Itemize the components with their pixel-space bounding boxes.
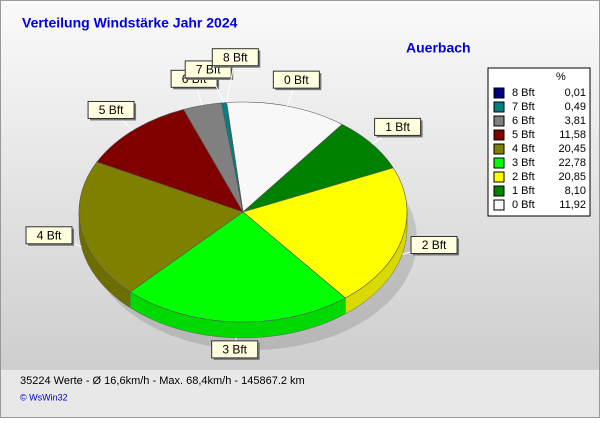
- legend-value: 3,81: [565, 115, 586, 127]
- label-box: [87, 100, 135, 119]
- legend-swatch: [493, 115, 505, 127]
- label-box: [410, 235, 458, 254]
- slice-label: 0 Bft: [284, 73, 309, 87]
- footer-text: 35224 Werte - Ø 16,6km/h - Max. 68,4km/h…: [20, 375, 305, 387]
- pie-slice: [78, 161, 244, 293]
- label-box: [374, 117, 422, 136]
- slice-label: 8 Bft: [223, 50, 248, 64]
- legend-swatch: [493, 87, 505, 99]
- legend-label: 7 Bft: [512, 101, 535, 113]
- legend-title: %: [556, 71, 566, 83]
- legend-label: 6 Bft: [512, 115, 535, 127]
- legend-swatch: [493, 185, 505, 197]
- legend-label: 3 Bft: [512, 157, 535, 169]
- legend-value: 11,58: [559, 129, 586, 141]
- legend-box: [487, 67, 591, 217]
- slice-label: 5 Bft: [99, 103, 124, 117]
- legend-swatch: [493, 143, 505, 155]
- legend-swatch: [493, 199, 505, 211]
- legend-value: 8,10: [565, 185, 586, 197]
- pie-slice: [226, 101, 343, 213]
- label-box: [272, 70, 320, 89]
- slice-label: 1 Bft: [385, 120, 410, 134]
- legend-value: 20,85: [558, 171, 586, 183]
- copyright: © WsWin32: [20, 392, 68, 402]
- legend-value: 0,01: [565, 87, 586, 99]
- slice-label: 4 Bft: [37, 228, 62, 242]
- slice-label: 2 Bft: [422, 238, 447, 252]
- label-box: [25, 226, 73, 245]
- legend-value: 20,45: [558, 143, 586, 155]
- legend-value: 0,49: [565, 101, 586, 113]
- footer-bar: [0, 370, 600, 418]
- legend-label: 2 Bft: [512, 171, 535, 183]
- label-box: [211, 340, 259, 359]
- pie-slice: [129, 211, 346, 323]
- legend-swatch: [493, 101, 505, 113]
- legend-value: 11,92: [559, 199, 586, 211]
- legend-label: 1 Bft: [512, 185, 535, 197]
- legend-value: 22,78: [558, 157, 586, 169]
- legend-swatch: [493, 129, 505, 141]
- legend-label: 4 Bft: [512, 143, 535, 155]
- legend-label: 8 Bft: [512, 87, 535, 99]
- label-box: [211, 48, 259, 67]
- legend-label: 5 Bft: [512, 129, 535, 141]
- chart-subtitle: Auerbach: [406, 40, 471, 56]
- chart-title: Verteilung Windstärke Jahr 2024: [22, 15, 238, 31]
- pie-slice: [242, 167, 408, 299]
- slice-label: 3 Bft: [222, 343, 247, 357]
- legend-swatch: [493, 157, 505, 169]
- legend-label: 0 Bft: [512, 199, 535, 211]
- legend-swatch: [493, 171, 505, 183]
